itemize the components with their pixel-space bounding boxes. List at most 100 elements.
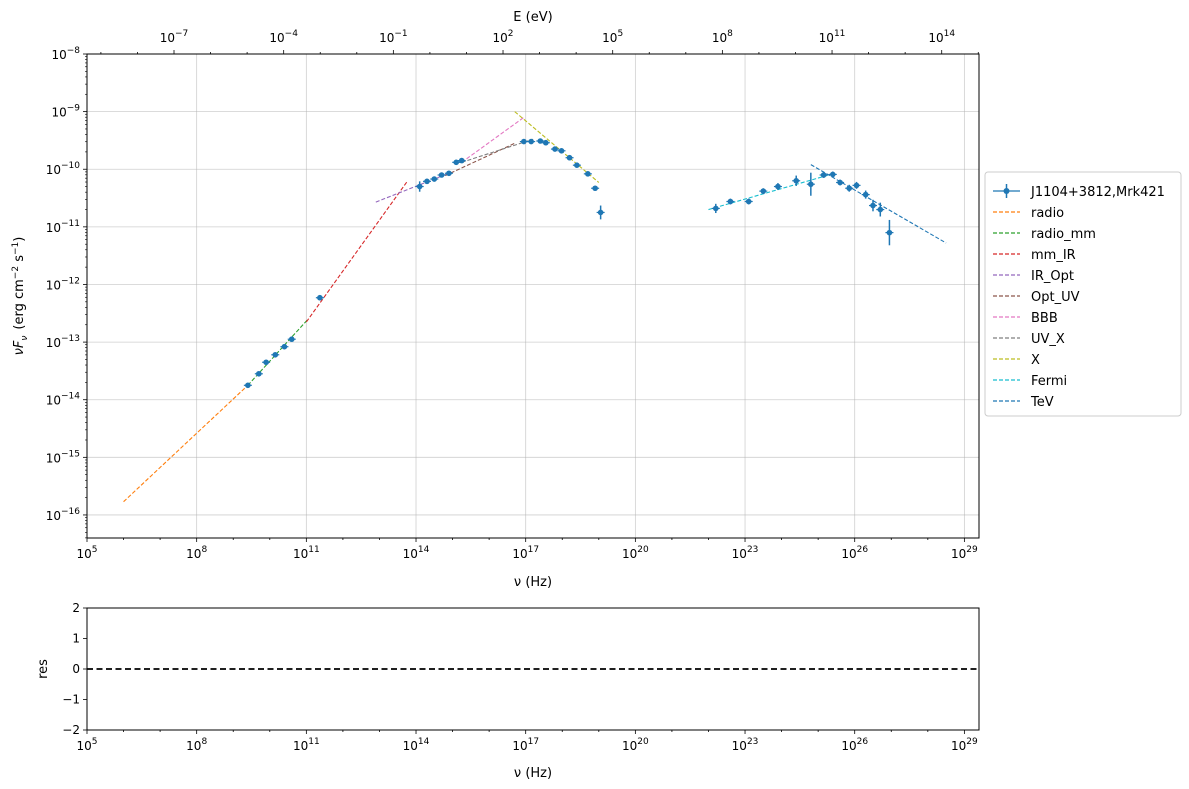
data-point xyxy=(444,170,453,177)
data-point xyxy=(868,199,877,212)
legend: J1104+3812,Mrk421 radio radio_mm mm_IR IR_Op… xyxy=(984,171,1182,417)
residual-x-tick-label: 1014 xyxy=(403,737,430,753)
grid-lines xyxy=(86,53,979,538)
data-point xyxy=(315,294,324,301)
data-point xyxy=(457,157,466,164)
data-marker xyxy=(808,181,814,188)
data-point xyxy=(861,190,870,199)
legend-item-radio: radio xyxy=(993,206,1064,221)
data-point xyxy=(262,359,271,366)
legend-label: radio xyxy=(1031,206,1064,221)
data-marker xyxy=(288,336,295,343)
data-marker xyxy=(453,159,460,166)
data-marker xyxy=(552,146,558,152)
data-marker xyxy=(245,382,251,389)
legend-item-radio-mm: radio_mm xyxy=(993,227,1096,242)
y-label-exp1: −2 xyxy=(11,266,21,279)
data-marker xyxy=(597,209,604,216)
data-marker xyxy=(877,206,884,213)
y-label-close: ) xyxy=(12,237,27,242)
data-marker xyxy=(566,154,573,161)
data-point xyxy=(583,171,592,177)
legend-label: TeV xyxy=(1030,395,1054,410)
residual-y-axis-label: res xyxy=(36,659,51,679)
x-tick-label: 1023 xyxy=(732,545,759,561)
data-point xyxy=(254,370,263,377)
data-point xyxy=(852,181,861,189)
data-point xyxy=(819,172,828,178)
residual-plot-panel: 105 108 1011 1014 1017 1020 1023 1026 1029 2 1 0 −1… xyxy=(36,601,980,781)
y-label-sub: ν xyxy=(20,336,30,341)
data-point xyxy=(280,343,289,350)
plot-frame xyxy=(86,53,980,539)
top-tick-label: 10−4 xyxy=(269,29,298,45)
data-marker xyxy=(416,183,423,190)
data-point xyxy=(437,172,446,178)
y-label-exp2: −1 xyxy=(11,242,21,255)
data-point xyxy=(572,162,581,169)
y-tick-label: 10−8 xyxy=(51,46,80,62)
legend-label: UV_X xyxy=(1031,332,1065,347)
data-marker xyxy=(281,343,288,350)
data-point xyxy=(557,148,566,154)
y-label-s: s xyxy=(12,255,27,266)
legend-label: Opt_UV xyxy=(1031,290,1080,305)
x-axis-ticks: 105 108 1011 1014 1017 1020 1023 1026 1029 xyxy=(76,538,978,561)
top-tick-label: 10−7 xyxy=(160,29,189,45)
top-tick-label: 1011 xyxy=(819,29,846,45)
model-line-uv-x xyxy=(461,138,534,163)
legend-item-mm-ir: mm_IR xyxy=(993,248,1076,263)
x-tick-label: 1017 xyxy=(512,545,539,561)
legend-item-fermi: Fermi xyxy=(993,374,1067,389)
y-tick-label: 10−15 xyxy=(46,449,80,465)
legend-label: J1104+3812,Mrk421 xyxy=(1030,185,1165,200)
data-point xyxy=(519,138,528,145)
data-point xyxy=(565,154,574,161)
data-point xyxy=(541,139,550,146)
legend-item-uv-x: UV_X xyxy=(993,332,1065,347)
sed-plot-panel: 105 108 1011 1014 1017 1020 1023 1026 1029 10−16… xyxy=(11,10,980,590)
data-marker xyxy=(446,170,452,177)
data-marker xyxy=(585,171,591,177)
y-label-units: (erg cm xyxy=(12,279,27,329)
data-marker xyxy=(256,370,262,377)
x-tick-label: 1020 xyxy=(622,545,649,561)
data-marker xyxy=(272,351,279,358)
x-tick-label: 1014 xyxy=(403,545,430,561)
data-point xyxy=(876,202,885,217)
data-marker xyxy=(592,185,598,192)
residual-y-axis-ticks: 2 1 0 −1 −2 xyxy=(62,601,87,737)
data-point xyxy=(452,159,461,166)
y-tick-label: 10−9 xyxy=(51,104,80,120)
legend-label: mm_IR xyxy=(1031,248,1076,263)
data-marker xyxy=(712,205,719,212)
legend-item-bbb: BBB xyxy=(993,311,1058,326)
residual-x-tick-label: 1023 xyxy=(732,737,759,753)
data-point xyxy=(885,219,894,246)
data-point xyxy=(845,184,854,192)
x-axis-label: ν (Hz) xyxy=(514,575,552,590)
data-marker xyxy=(870,202,876,209)
data-points xyxy=(243,138,894,389)
model-line-fermi xyxy=(708,173,833,211)
data-marker xyxy=(528,138,534,145)
top-tick-label: 1014 xyxy=(928,29,955,45)
legend-label: radio_mm xyxy=(1031,227,1096,242)
legend-label: IR_Opt xyxy=(1031,269,1074,284)
data-marker xyxy=(458,157,465,164)
data-point xyxy=(744,198,753,205)
model-line-radio xyxy=(123,384,249,503)
data-marker xyxy=(727,198,734,205)
data-marker xyxy=(542,139,549,146)
data-point xyxy=(415,181,424,192)
top-tick-label: 10−1 xyxy=(379,29,408,45)
top-axis-label: E (eV) xyxy=(513,10,552,25)
legend-label: BBB xyxy=(1031,311,1058,326)
y-label-nu-f: νF xyxy=(12,340,27,355)
x-tick-label: 1026 xyxy=(841,545,868,561)
legend-label: X xyxy=(1031,353,1040,368)
data-point xyxy=(271,351,280,358)
data-point xyxy=(726,198,735,205)
top-tick-label: 108 xyxy=(712,29,733,45)
data-point xyxy=(836,179,845,186)
